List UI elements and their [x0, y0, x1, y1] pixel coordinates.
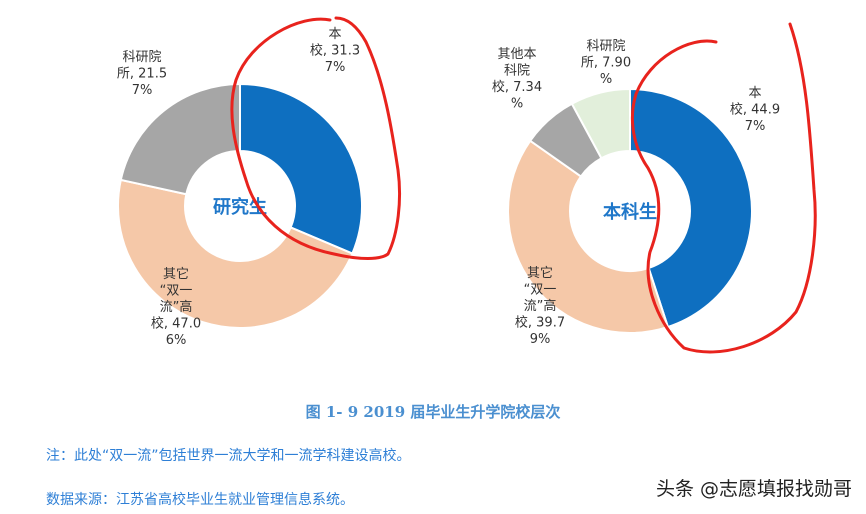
donut-slice-grad-1 [117, 178, 354, 329]
note-definition: 注：此处“双一流”包括世界一流大学和一流学科建设高校。 [46, 448, 411, 464]
slice-label-grad-1: 其它“双一流”高校, 47.0 6% [151, 266, 201, 348]
donut-slice-ug-3 [570, 87, 631, 160]
red-hand-annotations [230, 16, 817, 354]
slice-label-grad-0: 本校, 31.3 7% [310, 27, 360, 75]
slice-label-ug-3: 科研院所, 7.90% [581, 39, 631, 87]
note-data-source: 数据来源：江苏省高校毕业生就业管理信息系统。 [46, 492, 354, 508]
graduate-donut-chart: 本校, 31.3 7%其它“双一流”高校, 47.0 6%科研院所, 21.5 7%研… [117, 27, 363, 348]
donut-slice-ug-0 [629, 87, 753, 329]
watermark: 头条 @志愿填报找勋哥 [655, 478, 852, 500]
donut-center-label-ug: 本科生 [603, 201, 657, 223]
figure-caption: 图 1- 9 2019 届毕业生升学院校层次 [305, 403, 561, 421]
slice-label-grad-2: 科研院所, 21.5 7% [117, 50, 167, 98]
slice-label-ug-1: 其它“双一流”高校, 39.7 9% [515, 265, 565, 347]
donut-slice-grad-2 [119, 82, 241, 196]
slice-label-ug-2: 其他本科院校, 7.34% [492, 47, 542, 112]
donut-slice-ug-1 [507, 139, 670, 334]
undergraduate-donut-chart: 本校, 44.9 7% 其它“双一流”高校, 39.7 9% 其他本科院校, 7.34%… [492, 39, 780, 347]
red-annotation-loop-right [630, 22, 817, 354]
slice-label-ug-0: 本校, 44.9 7% [730, 86, 780, 134]
red-annotation-loop-left [230, 16, 401, 260]
donut-slice-grad-0 [239, 82, 363, 255]
